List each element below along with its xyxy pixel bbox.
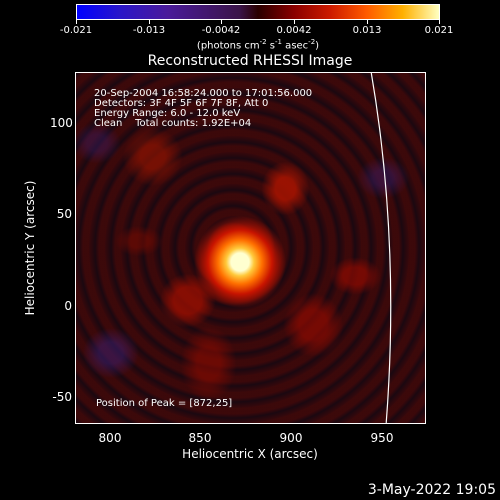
image-title: Reconstructed RHESSI Image [147,53,353,69]
y-tick-label: 100 [50,116,73,130]
y-tick-label: 0 [64,299,72,313]
xray-emission-map [76,73,425,423]
info-line-counts: Clean Total counts: 1.92E+04 [94,118,252,129]
colorbar-tick-label: -0.0042 [201,25,241,36]
solar-limb [370,73,392,423]
x-tick-label: 950 [370,431,394,445]
x-axis-label: Heliocentric X (arcsec) [182,447,318,461]
x-tick-label: 800 [98,431,122,445]
colorbar-tick-label: 0.013 [352,25,382,36]
info-line-detectors: Detectors: 3F 4F 5F 6F 7F 8F, Att 0 [94,98,269,109]
info-line-time: 20-Sep-2004 16:58:24.000 to 17:01:56.000 [94,88,313,99]
colorbar-tick [439,20,440,24]
y-tick-label: 50 [56,207,72,221]
colorbar-tick [221,20,222,24]
x-tick-label: 850 [188,431,212,445]
colorbar-tick [367,20,368,24]
colorbar-tick [76,20,77,24]
x-tick-label: 900 [279,431,303,445]
info-line-energy: Energy Range: 6.0 - 12.0 keV [94,108,241,119]
peak-position-label: Position of Peak = [872,25] [96,398,233,409]
date-stamp: 3-May-2022 19:05 [367,482,496,498]
colorbar-tick-label: -0.013 [132,25,166,36]
colorbar-tick-label: 0.021 [424,25,454,36]
colorbar [76,4,440,20]
colorbar-tick [294,20,295,24]
rhessi-image-plot: 20-Sep-2004 16:58:24.000 to 17:01:56.000… [75,72,426,424]
colorbar-tick-label: 0.0042 [276,25,312,36]
colorbar-tick [149,20,150,24]
colorbar-units: (photons cm-2 s-1 asec-2) [196,38,320,52]
y-axis-label: Heliocentric Y (arcsec) [23,180,37,316]
colorbar-tick-label: -0.021 [59,25,93,36]
y-tick-label: -50 [52,390,72,404]
